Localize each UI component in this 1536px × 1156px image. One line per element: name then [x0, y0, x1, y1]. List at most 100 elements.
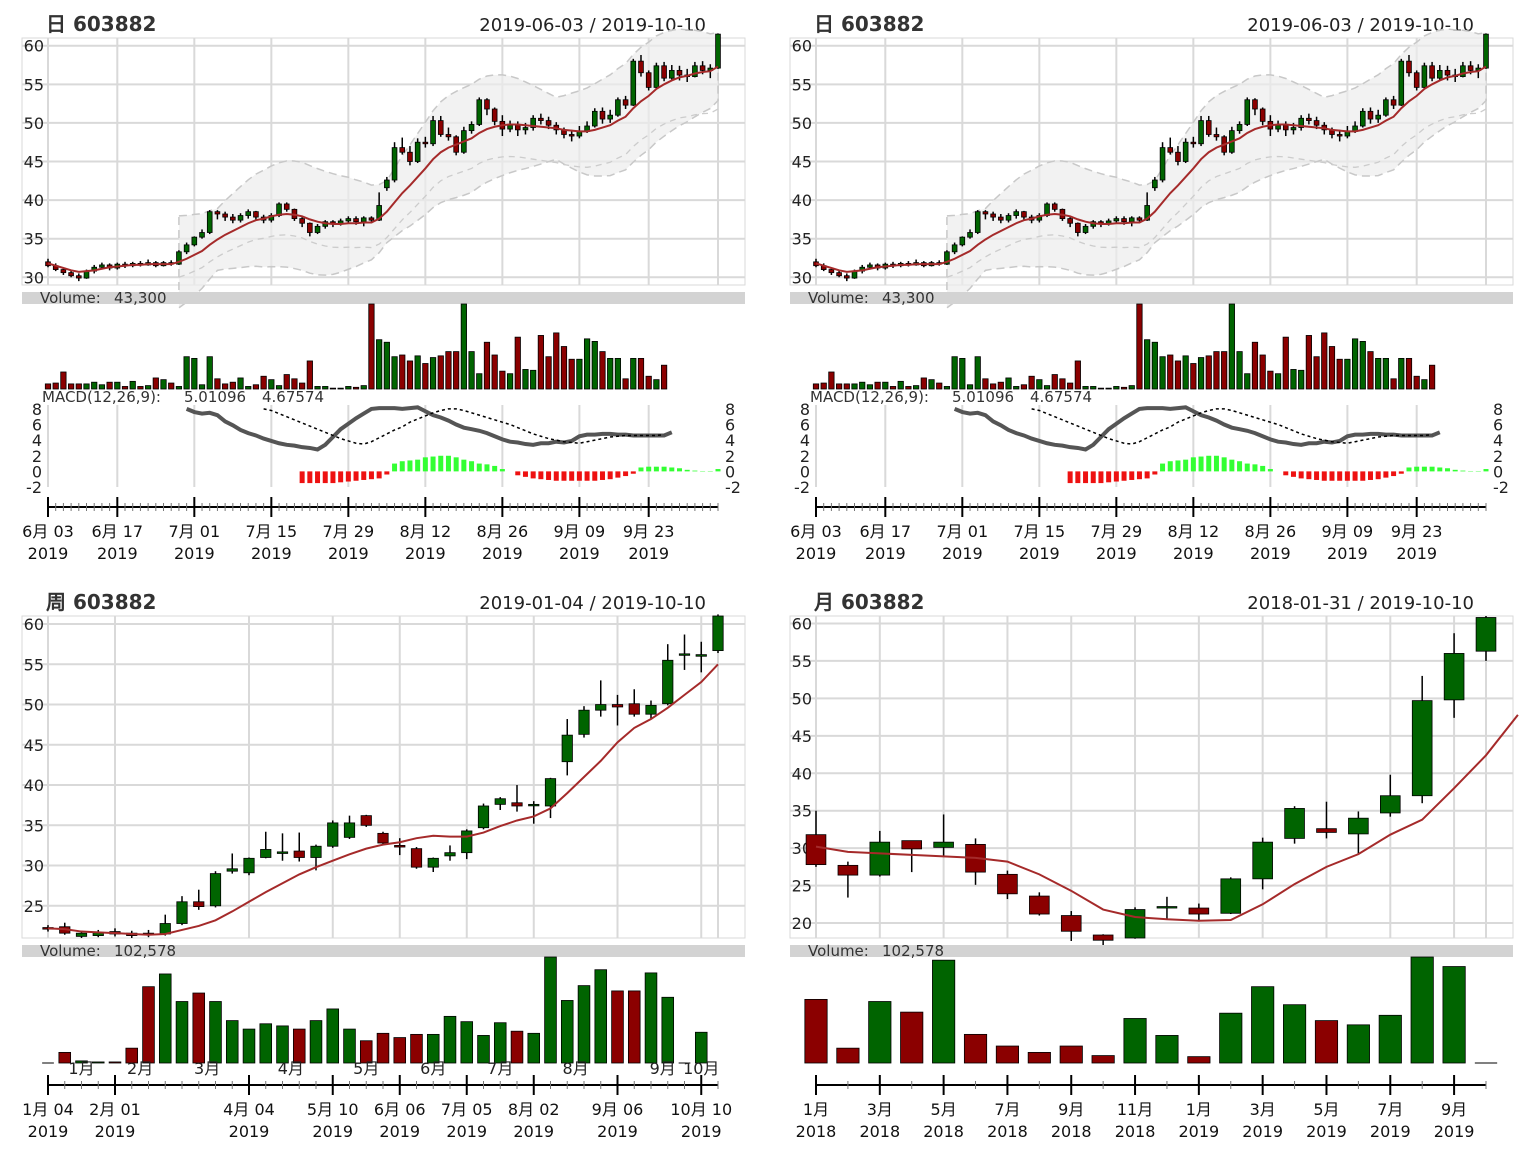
volume-bar [1252, 987, 1274, 1063]
candle-body [1125, 910, 1145, 938]
volume-bar [109, 1062, 121, 1063]
volume-bar [1220, 1013, 1242, 1063]
x-tick-month: 7月 01 [169, 522, 221, 541]
y-tick-label: 35 [792, 230, 812, 249]
macd-histogram-bar [300, 471, 305, 483]
x-tick-month: 8月 02 [508, 1100, 560, 1119]
volume-bar [1206, 356, 1211, 389]
macd-line [187, 407, 672, 449]
candle-body [1068, 219, 1073, 224]
volume-bar [1021, 385, 1026, 389]
candle-body [515, 125, 520, 130]
volume-bar [577, 359, 582, 389]
candle-body [1221, 879, 1241, 913]
candle-body [469, 124, 474, 130]
candle-body [1283, 125, 1288, 130]
volume-bar [369, 304, 374, 389]
candle-body [1399, 61, 1404, 105]
macd-histogram-bar [354, 471, 359, 480]
volume-bar [805, 999, 827, 1063]
month-tick-label: 3月 [194, 1059, 220, 1078]
y-tick-label: 45 [792, 727, 812, 746]
volume-bar [1391, 379, 1396, 389]
candle-body [592, 111, 597, 126]
macd-histogram-bar [338, 471, 343, 482]
x-tick-year: 2019 [379, 1122, 420, 1141]
x-axis: 1月20183月20185月20187月20189月201811月20181月2… [796, 1075, 1486, 1141]
volume-bar [1352, 339, 1357, 389]
candle-body [194, 902, 204, 907]
x-tick-year: 2019 [1370, 1122, 1411, 1141]
x-tick-month: 9月 23 [623, 522, 675, 541]
volume-bar [376, 340, 381, 389]
candle-body [508, 125, 513, 129]
volume-bar [159, 974, 171, 1063]
candle-body [960, 237, 965, 245]
volume-bar [964, 1034, 986, 1063]
macd-histogram-bar [1206, 456, 1211, 472]
volume-bar [284, 375, 289, 389]
macd-histogram-bar [1214, 456, 1219, 472]
candle-body [1237, 124, 1242, 130]
candle-body [438, 121, 443, 135]
macd-histogram-bar [1306, 471, 1311, 479]
volume-bar [394, 1038, 406, 1063]
candle-body [968, 233, 973, 238]
volume-bar [176, 1002, 188, 1063]
volume-bar [453, 352, 458, 389]
x-tick-month: 6月 17 [859, 522, 911, 541]
macd-histogram-bar [569, 471, 574, 480]
macd-histogram-bar [631, 471, 636, 473]
month-tick-label: 1月 [68, 1059, 94, 1078]
volume-bar [1252, 342, 1257, 389]
volume-bar [1175, 361, 1180, 389]
volume-bar [1306, 335, 1311, 389]
volume-bar [1275, 374, 1280, 389]
candle-body [495, 799, 505, 805]
candle-body [538, 118, 543, 120]
candle-body [679, 654, 689, 656]
x-tick-month: 2月 01 [89, 1100, 141, 1119]
macd-histogram-bar [1222, 457, 1227, 471]
y-tick-label: 60 [24, 37, 44, 56]
volume-bar [932, 960, 954, 1063]
x-tick-year: 2019 [559, 544, 600, 563]
candle-body [223, 214, 228, 217]
volume-bar [400, 355, 405, 389]
candle-body [428, 858, 438, 867]
macd-histogram-bar [669, 467, 674, 471]
x-tick-year: 2019 [1178, 1122, 1219, 1141]
macd-histogram-bar [546, 471, 551, 480]
macd-histogram-bar [492, 466, 497, 471]
volume-label: Volume: [40, 942, 101, 960]
volume-bar [1129, 386, 1134, 389]
candle-body [1191, 142, 1196, 144]
candle-body [177, 902, 187, 924]
candle-body [868, 265, 873, 267]
volume-label: Volume: [808, 942, 869, 960]
x-tick-month: 7月 15 [246, 522, 298, 541]
y-tick-label: 30 [24, 857, 44, 876]
volume-label: Volume: [40, 289, 101, 307]
macd-histogram-bar [369, 471, 374, 479]
macd-histogram-bar [1299, 471, 1304, 478]
candle-body [1083, 226, 1088, 232]
volume-value: 102,578 [114, 942, 176, 960]
macd-histogram-bar [554, 471, 559, 480]
candle-body [100, 265, 105, 267]
volume-bar [944, 386, 949, 389]
macd-histogram-bar [1260, 466, 1265, 471]
y-tick-label: 45 [24, 736, 44, 755]
macd-histogram-bar [1083, 471, 1088, 483]
volume-bar [469, 352, 474, 389]
candle-body [477, 100, 482, 125]
volume-bar [975, 357, 980, 389]
candle-body [1314, 121, 1319, 126]
volume-bar [446, 352, 451, 389]
volume-bar [1014, 386, 1019, 389]
volume-bar [330, 388, 335, 389]
candle-body [378, 833, 388, 843]
volume-bar [293, 1029, 305, 1063]
volume-bar [492, 355, 497, 389]
macd-value-1: 5.01096 [952, 388, 1014, 406]
